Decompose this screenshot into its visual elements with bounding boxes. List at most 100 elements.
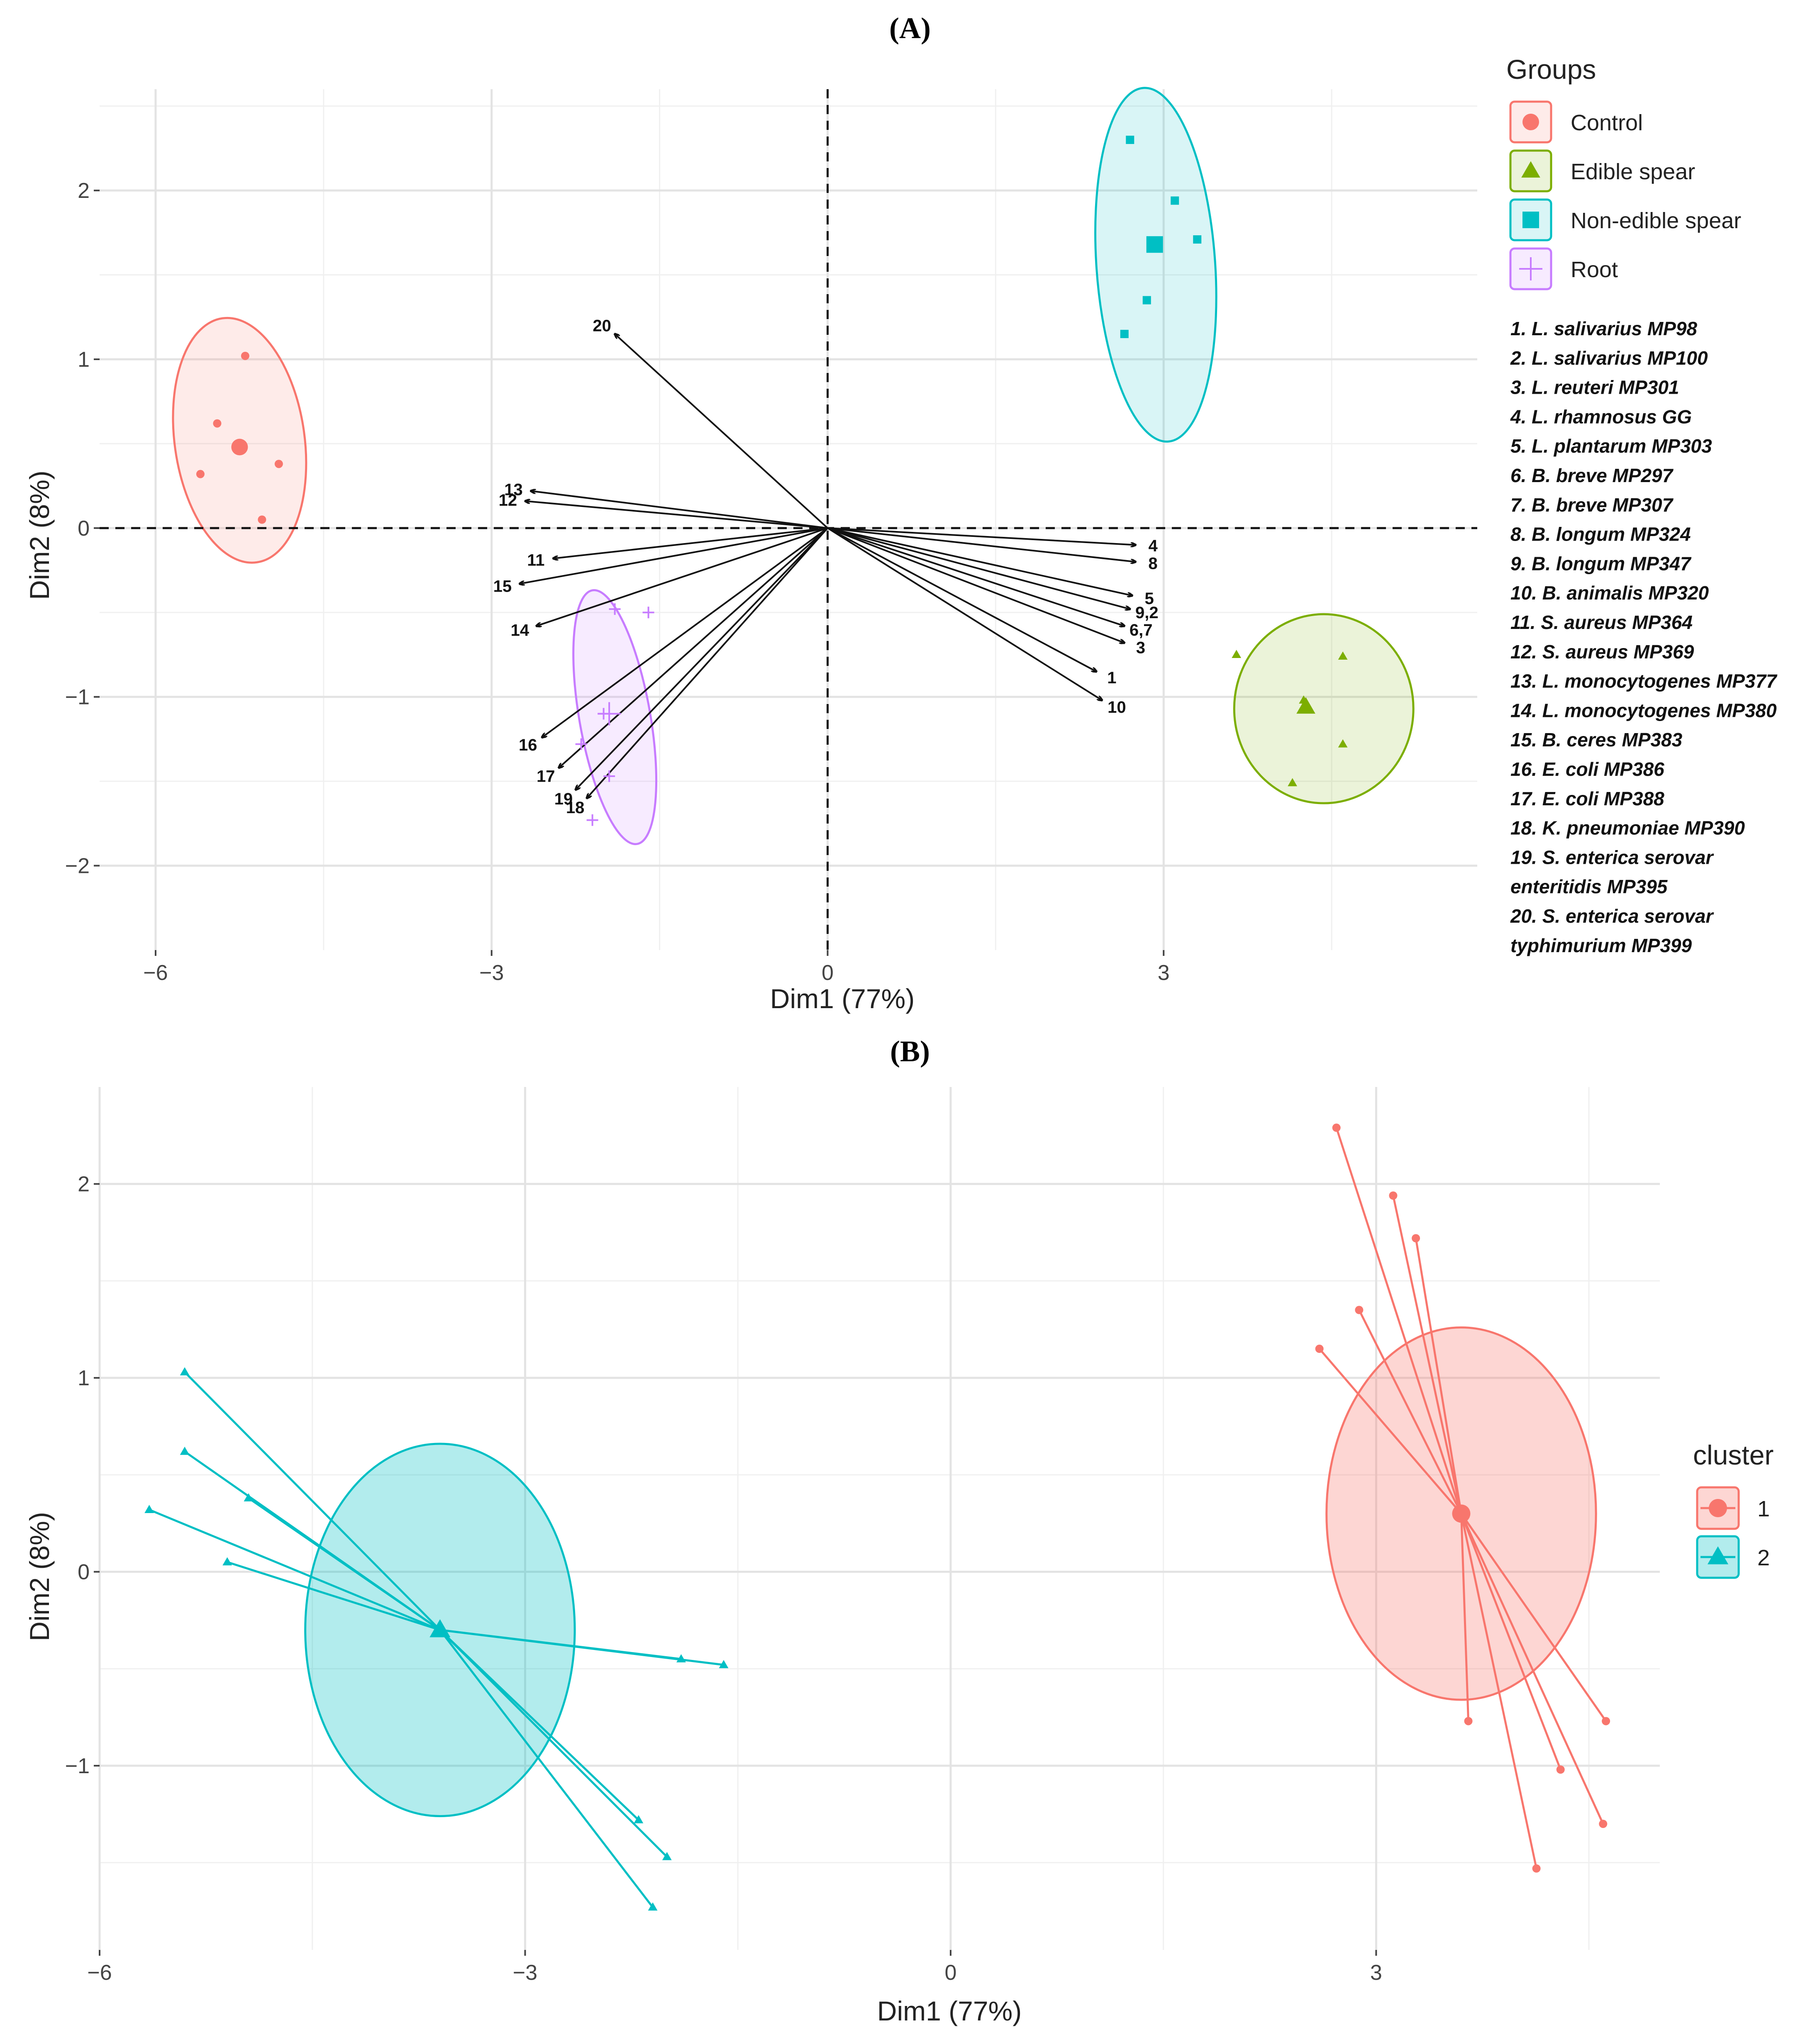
strain-key-item: 12. S. aureus MP369: [1510, 641, 1694, 663]
data-point: [1332, 1123, 1341, 1132]
x-tick-label: 3: [1158, 961, 1170, 985]
strain-key-item: 20. S. enterica serovar: [1510, 905, 1714, 927]
vector-label: 5: [1145, 590, 1154, 608]
vector-label: 16: [519, 736, 537, 754]
data-point: [1532, 1864, 1541, 1873]
data-point: [1338, 651, 1348, 660]
legend-symbol: [1522, 114, 1539, 130]
legend-symbol: [1521, 161, 1540, 178]
legend-symbol: [1522, 212, 1539, 228]
strain-key-item: 8. B. longum MP324: [1510, 524, 1691, 545]
data-point: [1171, 196, 1179, 205]
legend-label: 1: [1757, 1496, 1770, 1521]
strain-key-item: 18. K. pneumoniae MP390: [1510, 817, 1745, 839]
strain-key-item: 10. B. animalis MP320: [1510, 582, 1709, 604]
panel-b-y-axis-title: Dim2 (8%): [24, 1512, 55, 1641]
strain-key-item: 1. L. salivarius MP98: [1510, 318, 1697, 339]
strain-key-item: 11. S. aureus MP364: [1510, 612, 1693, 633]
legend-label: 2: [1757, 1545, 1770, 1570]
vector-label: 13: [504, 481, 523, 499]
loading-vector: [531, 491, 828, 529]
centroid-point: [598, 702, 621, 726]
panel-b-x-axis-title: Dim1 (77%): [877, 1996, 1022, 2026]
data-point: [196, 470, 205, 478]
data-point: [1599, 1820, 1608, 1828]
panel-a-title: (A): [889, 12, 931, 45]
data-point: [241, 351, 249, 360]
loading-vector: [827, 527, 1135, 545]
legend-symbol: [1707, 1546, 1729, 1565]
data-point: [180, 1367, 190, 1376]
data-point: [575, 738, 587, 750]
panel-b-legend: cluster 1 2: [1693, 1440, 1774, 1579]
vector-label: 12: [499, 491, 517, 509]
strain-key-item: 3. L. reuteri MP301: [1510, 377, 1679, 398]
centroid-point: [1452, 1504, 1471, 1523]
y-tick-label: −1: [65, 1754, 90, 1778]
x-tick-label: 0: [944, 1961, 956, 1985]
legend-label: Edible spear: [1571, 159, 1695, 184]
strain-key-item: 17. E. coli MP388: [1510, 788, 1664, 809]
data-point: [1232, 650, 1242, 658]
y-tick-label: 1: [78, 1366, 90, 1390]
data-point: [1315, 1345, 1324, 1353]
cluster-spoke: [1460, 1513, 1607, 1722]
panel-a-plot: −6 −3 0 3−2−101211036,79,258420131211151416…: [65, 87, 1477, 985]
vector-label: 19: [554, 790, 573, 808]
legend-symbol: [1519, 257, 1542, 280]
ellipse-edible-spear: [1233, 613, 1415, 804]
data-point: [1338, 739, 1348, 748]
vector-label: 18: [566, 799, 585, 817]
data-point: [1142, 296, 1151, 305]
loading-vector: [525, 501, 828, 529]
legend-title: cluster: [1693, 1440, 1774, 1470]
vector-label: 11: [527, 551, 544, 569]
loading-vector: [827, 527, 1132, 596]
y-tick-label: −1: [65, 685, 90, 709]
data-point: [244, 1493, 254, 1501]
data-point: [1126, 136, 1134, 144]
panel-a-y-axis-title: Dim2 (8%): [24, 470, 55, 600]
y-tick-label: 0: [78, 517, 90, 541]
data-point: [1602, 1717, 1610, 1725]
data-point: [144, 1505, 154, 1513]
panel-a-legend: Groups Control Edible spear Non-edible spea…: [1506, 54, 1741, 290]
cluster-spoke: [1415, 1238, 1462, 1514]
data-point: [274, 460, 283, 468]
vector-label: 8: [1148, 554, 1157, 573]
loading-vector: [576, 527, 828, 790]
data-point: [180, 1446, 190, 1455]
cluster-spoke: [248, 1497, 441, 1631]
vector-label: 6,7: [1130, 621, 1153, 639]
data-point: [1412, 1234, 1420, 1243]
loading-vector: [827, 527, 1096, 672]
strain-key-item: 7. B. breve MP307: [1510, 494, 1674, 516]
strain-key: 1. L. salivarius MP98 2. L. salivarius MP…: [1510, 318, 1778, 956]
y-tick-label: 1: [78, 348, 90, 372]
cluster-spoke: [1358, 1309, 1462, 1514]
cluster-spoke: [184, 1371, 441, 1631]
data-point: [213, 419, 222, 428]
vector-label: 14: [511, 621, 529, 639]
x-tick-label: −6: [143, 961, 168, 985]
legend-symbol: [1709, 1499, 1727, 1517]
data-point: [1288, 778, 1298, 787]
cluster-spoke: [1460, 1513, 1604, 1825]
cluster-spoke: [439, 1629, 654, 1908]
cluster-spoke: [1460, 1513, 1470, 1721]
data-point: [603, 770, 615, 782]
cluster-spoke: [1392, 1195, 1462, 1514]
strain-key-item: typhimurium MP399: [1510, 935, 1692, 956]
data-point: [1389, 1191, 1398, 1200]
loading-vector: [520, 527, 828, 584]
x-tick-label: −3: [513, 1961, 537, 1985]
loading-vector: [827, 527, 1130, 609]
loading-vector: [827, 527, 1102, 700]
loading-vector: [587, 527, 828, 798]
data-point: [1556, 1765, 1565, 1774]
strain-key-item: 15. B. ceres MP383: [1510, 729, 1683, 751]
data-point: [662, 1852, 672, 1860]
cluster-spoke: [1335, 1127, 1462, 1514]
data-point: [222, 1557, 232, 1566]
data-point: [609, 603, 621, 615]
